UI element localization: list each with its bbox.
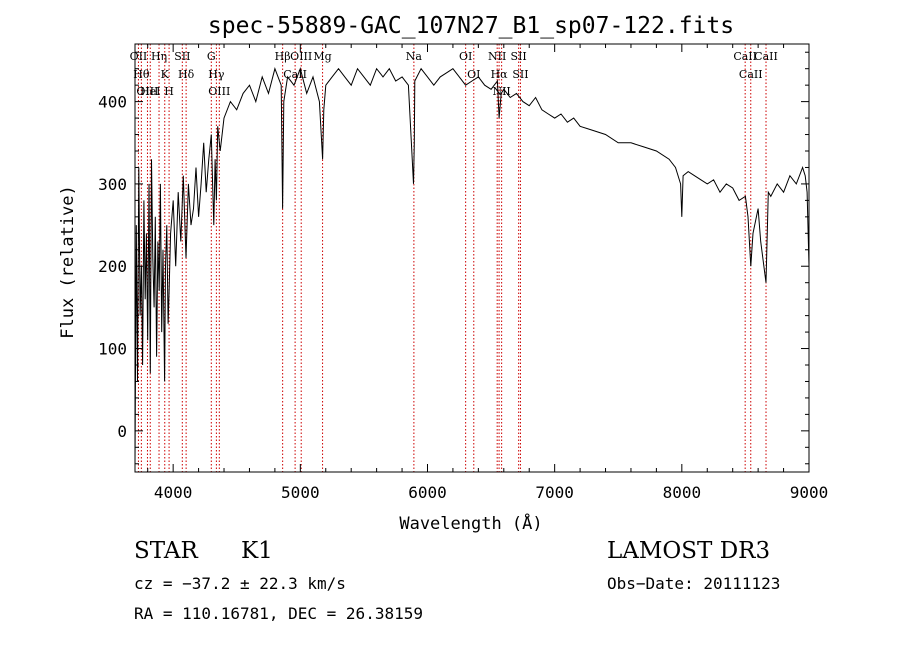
marker-label: G <box>207 50 216 63</box>
x-tick-label: 4000 <box>154 483 193 502</box>
x-tick-label: 9000 <box>790 483 829 502</box>
marker-label: NII <box>492 85 510 98</box>
marker-label: SII <box>512 68 528 81</box>
x-tick-label: 6000 <box>408 483 447 502</box>
marker-label: CaII <box>733 50 757 63</box>
y-tick-label: 0 <box>117 422 127 441</box>
marker-label: CaII <box>754 50 778 63</box>
line-markers <box>137 44 767 472</box>
flux-series-line <box>134 67 810 464</box>
marker-label: Hγ <box>208 68 225 81</box>
marker-label: OII <box>130 50 148 63</box>
chart-title: spec-55889-GAC_107N27_B1_sp07-122.fits <box>208 13 734 39</box>
marker-label: CaII <box>739 68 763 81</box>
x-axis-label: Wavelength (Å) <box>399 512 542 534</box>
marker-label: SII <box>174 50 190 63</box>
y-tick-label: 200 <box>98 257 127 276</box>
marker-label: NII <box>488 50 506 63</box>
plot-frame <box>134 43 810 473</box>
marker-label: Hθ <box>133 68 150 81</box>
y-tick-label: 300 <box>98 175 127 194</box>
marker-label: OIII <box>208 85 230 98</box>
marker-label: OI <box>467 68 480 81</box>
marker-label: SII <box>511 50 527 63</box>
survey-name: LAMOST DR3 <box>607 538 771 564</box>
x-tick-label: 7000 <box>535 483 574 502</box>
y-tick-label: 400 <box>98 93 127 112</box>
marker-label: OIII <box>136 85 158 98</box>
x-tick-label: 5000 <box>281 483 320 502</box>
object-subclass: K1 <box>241 538 273 564</box>
redshift-cz: cz = −37.2 ± 22.3 km/s <box>134 574 346 593</box>
marker-label: Hη <box>151 50 167 63</box>
marker-label: OIII <box>290 50 312 63</box>
marker-label: Hβ <box>275 50 291 63</box>
coordinates: RA = 110.16781, DEC = 26.38159 <box>134 604 423 623</box>
marker-label: K <box>161 68 170 81</box>
marker-label: Na <box>406 50 423 63</box>
marker-label: Mg <box>313 50 331 63</box>
y-tick-label: 100 <box>98 340 127 359</box>
y-axis-label: Flux (relative) <box>58 185 78 339</box>
x-axis-ticks: 4000 5000 6000 7000 8000 9000 <box>147 44 829 502</box>
marker-label: Hα <box>491 68 509 81</box>
y-axis-ticks: 0 100 200 300 400 <box>98 51 809 465</box>
marker-label: Hδ <box>178 68 195 81</box>
observation-date: Obs−Date: 20111123 <box>607 574 781 593</box>
object-class: STAR <box>134 538 198 564</box>
marker-label: OI <box>459 50 472 63</box>
spectrum-chart: spec-55889-GAC_107N27_B1_sp07-122.fits O… <box>58 13 829 534</box>
x-tick-label: 8000 <box>663 483 702 502</box>
marker-label: H <box>164 85 174 98</box>
marker-label: HeI <box>140 85 160 98</box>
